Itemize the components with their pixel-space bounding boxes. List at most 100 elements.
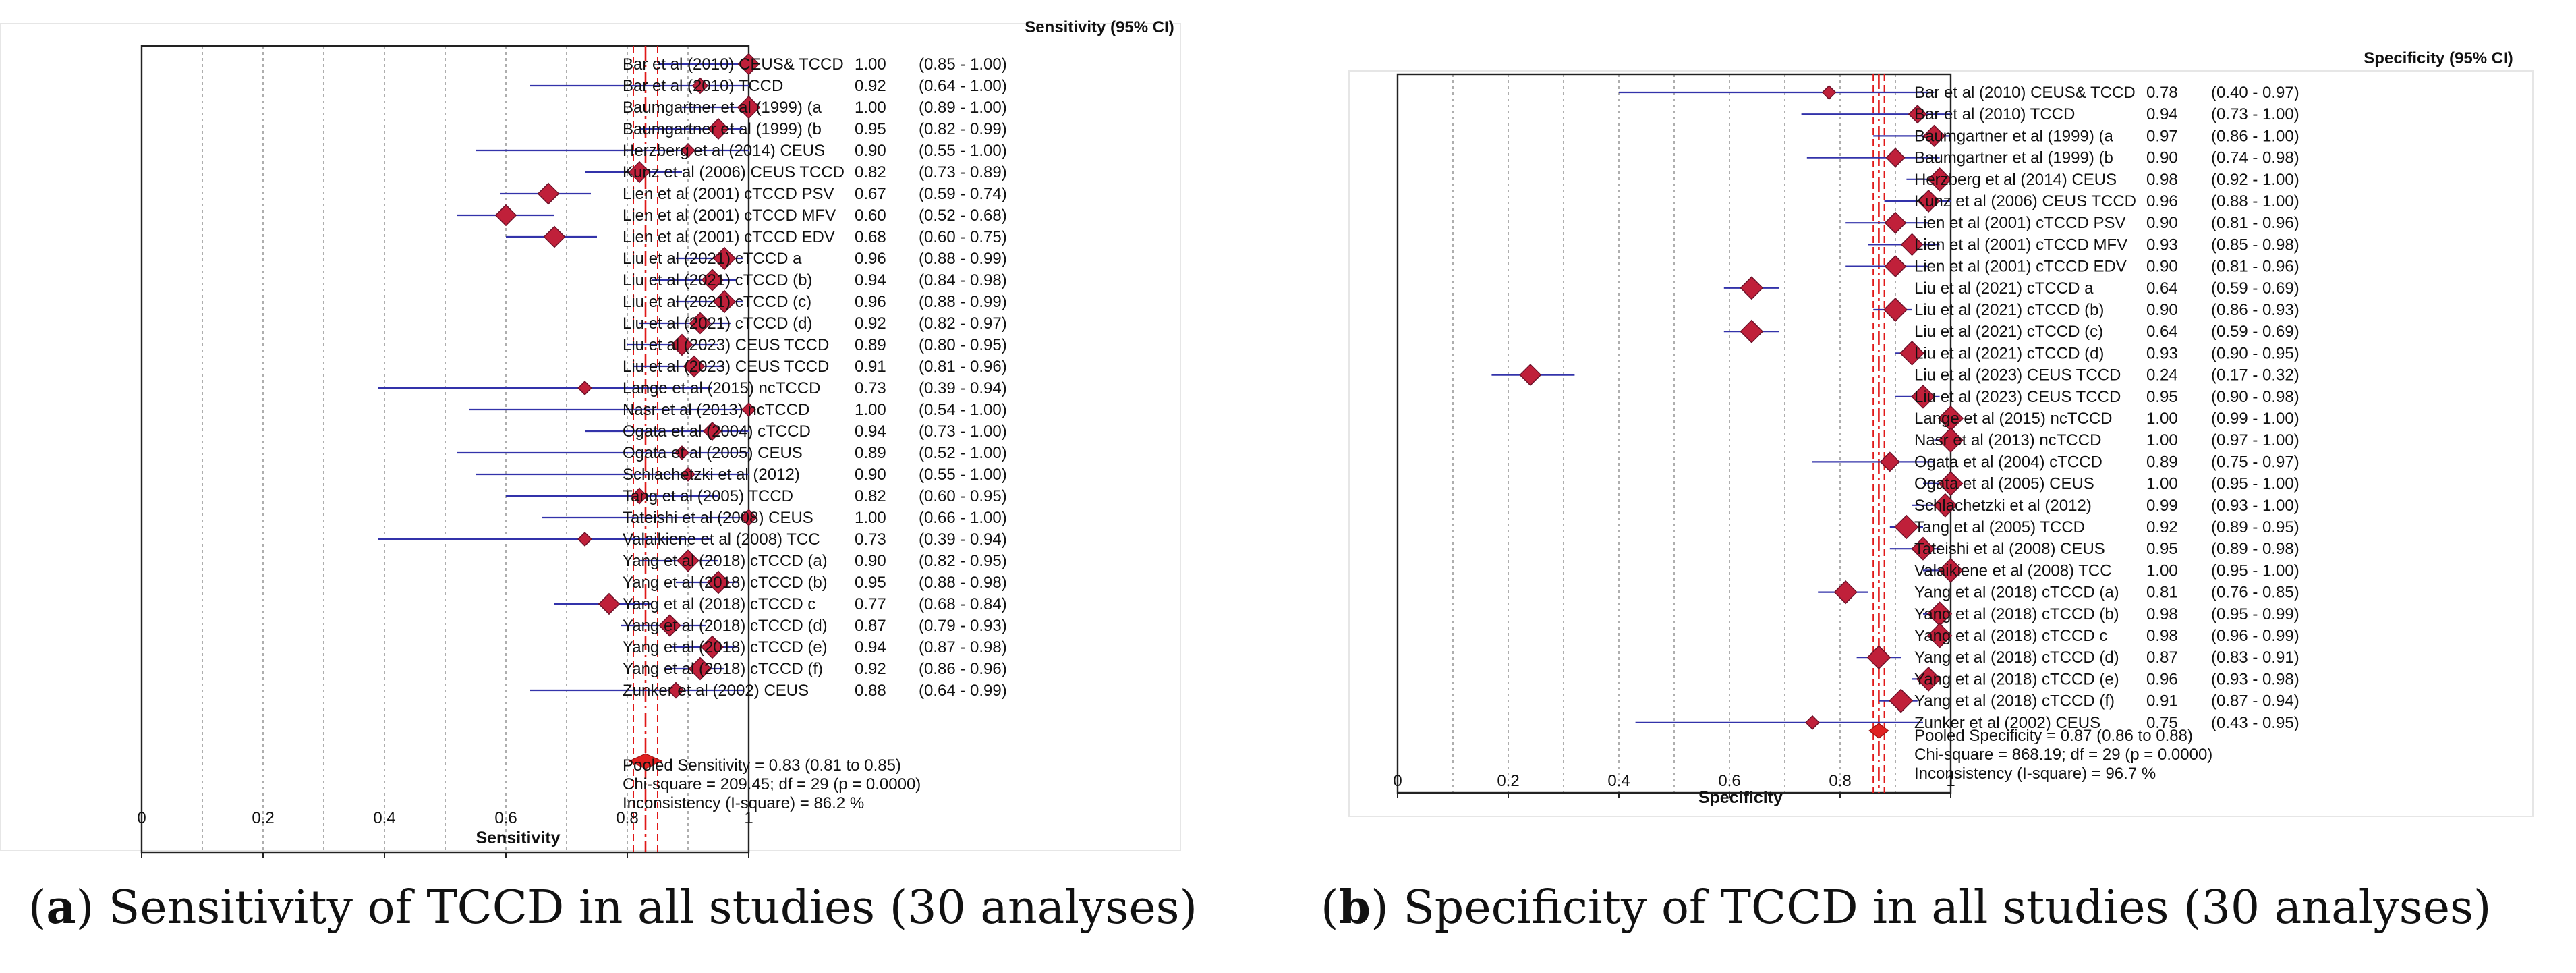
study-ci-text: (0.88 - 0.99) (919, 293, 1007, 311)
study-label: Liu et al (2021) cTCCD (b) (623, 271, 812, 289)
study-ci-text: (0.52 - 0.68) (919, 206, 1007, 225)
pooled-statistic-line: Inconsistency (I-square) = 96.7 % (1914, 764, 2156, 783)
pooled-statistic-line: Pooled Specificity = 0.87 (0.86 to 0.88) (1914, 727, 2193, 745)
study-ci-text: (0.86 - 0.93) (2211, 301, 2299, 319)
study-label: Yang et al (2018) cTCCD (b) (1914, 605, 2119, 623)
study-point-marker (1926, 623, 1953, 648)
study-point-marker (688, 657, 712, 681)
study-point-marker (683, 355, 706, 378)
study-point-marker (1927, 601, 1953, 627)
study-point-marker (1884, 255, 1907, 278)
study-estimate: 0.94 (855, 638, 886, 657)
study-estimate: 0.94 (855, 422, 886, 441)
study-label: Baumgartner et al (1999) (b (623, 120, 822, 138)
study-estimate: 0.96 (2146, 192, 2178, 211)
study-estimate: 0.77 (855, 595, 886, 613)
study-estimate: 0.95 (2146, 388, 2178, 406)
study-ci-text: (0.59 - 0.69) (2211, 323, 2299, 341)
study-estimate: 0.24 (2146, 366, 2178, 385)
study-point-marker (658, 614, 681, 637)
study-point-marker (737, 53, 760, 76)
study-ci-text: (0.60 - 0.95) (919, 487, 1007, 505)
study-point-marker (1821, 85, 1837, 100)
study-ci-text: (0.82 - 0.99) (919, 120, 1007, 138)
study-ci-text: (0.43 - 0.95) (2211, 714, 2299, 732)
study-estimate: 0.93 (2146, 235, 2178, 254)
study-point-marker (1911, 536, 1935, 561)
study-point-marker (1908, 105, 1927, 124)
study-ci-text: (0.52 - 1.00) (919, 444, 1007, 462)
study-point-marker (737, 95, 761, 119)
study-label: Bar et al (2010) TCCD (623, 77, 783, 95)
study-ci-text: (0.80 - 0.95) (919, 336, 1007, 354)
study-estimate: 0.87 (855, 617, 886, 635)
study-ci-text: (0.64 - 0.99) (919, 682, 1007, 700)
study-estimate: 0.94 (855, 271, 886, 289)
panel-frame (0, 23, 1181, 851)
study-ci-text: (0.59 - 0.74) (919, 185, 1007, 203)
caption-paren-open: ( (1321, 881, 1339, 935)
study-label: Schlachetzki et al (2012) (623, 466, 800, 484)
study-estimate: 0.89 (2146, 453, 2178, 471)
study-point-marker (494, 204, 517, 227)
x-tick-label: 1 (744, 809, 753, 827)
x-tick-label: 0.6 (494, 809, 517, 827)
study-ci-text: (0.64 - 1.00) (919, 77, 1007, 95)
study-label: Liu et al (2021) cTCCD (d) (623, 314, 812, 333)
pooled-statistic-line: Inconsistency (I-square) = 86.2 % (623, 794, 864, 812)
study-estimate: 0.96 (855, 250, 886, 268)
study-estimate: 0.89 (855, 336, 886, 354)
study-estimate: 1.00 (855, 509, 886, 527)
study-ci-text: (0.90 - 0.95) (2211, 344, 2299, 362)
study-label: Yang et al (2018) cTCCD (e) (623, 638, 828, 657)
study-estimate: 0.95 (855, 574, 886, 592)
study-ci-text: (0.76 - 0.85) (2211, 584, 2299, 602)
study-label: Yang et al (2018) cTCCD (d) (623, 617, 828, 635)
study-ci-text: (0.73 - 1.00) (2211, 105, 2299, 123)
study-ci-text: (0.73 - 0.89) (919, 163, 1007, 182)
pooled-diamond (628, 753, 663, 769)
study-point-marker (691, 77, 709, 94)
study-ci-text: (0.97 - 1.00) (2211, 431, 2299, 449)
study-label: Valaikiene et al (2008) TCC (1914, 561, 2112, 580)
study-label: Liu et al (2021) cTCCD (d) (1914, 344, 2104, 362)
study-label: Tang et al (2005) TCCD (623, 487, 793, 505)
study-ci-text: (0.84 - 0.98) (919, 271, 1007, 289)
study-estimate: 0.96 (855, 293, 886, 311)
study-label: Lien et al (2001) cTCCD EDV (1914, 258, 2127, 276)
study-estimate: 0.60 (855, 206, 886, 225)
study-label: Lange et al (2015) ncTCCD (1914, 410, 2112, 428)
plot-frame (140, 45, 750, 854)
study-point-marker (667, 682, 685, 699)
study-label: Zunker et al (2002) CEUS (1914, 714, 2100, 732)
study-point-marker (631, 487, 648, 505)
study-point-marker (707, 117, 730, 140)
study-label: Herzberg et al (2014) CEUS (623, 142, 825, 160)
study-ci-text: (0.60 - 0.75) (919, 228, 1007, 246)
study-label: Ogata et al (2005) CEUS (623, 444, 803, 462)
study-estimate: 0.90 (2146, 214, 2178, 232)
pooled-statistic-line: Chi-square = 209.45; df = 29 (p = 0.0000… (623, 775, 921, 794)
study-ci-text: (0.59 - 0.69) (2211, 279, 2299, 298)
study-point-marker (701, 269, 724, 291)
study-ci-text: (0.99 - 1.00) (2211, 410, 2299, 428)
study-point-marker (1519, 364, 1542, 387)
caption-text: Sensitivity of TCCD in all studies (30 a… (94, 881, 1197, 935)
study-estimate: 0.78 (2146, 84, 2178, 102)
study-point-marker (1933, 493, 1957, 518)
figure-caption: (b) Specificity of TCCD in all studies (… (1321, 881, 2491, 935)
caption-text: Specificity of TCCD in all studies (30 a… (1389, 881, 2492, 935)
study-ci-text: (0.93 - 0.98) (2211, 670, 2299, 688)
study-point-marker (1900, 233, 1924, 256)
study-label: Yang et al (2018) cTCCD (a) (623, 552, 828, 570)
study-ci-text: (0.55 - 1.00) (919, 142, 1007, 160)
study-estimate: 0.92 (855, 314, 886, 333)
study-point-marker (689, 312, 712, 335)
study-estimate: 0.67 (855, 185, 886, 203)
x-axis-title: Specificity (1698, 788, 1783, 807)
study-label: Kunz et al (2006) CEUS TCCD (623, 163, 845, 182)
study-estimate: 0.92 (2146, 518, 2178, 536)
study-estimate: 0.94 (2146, 105, 2178, 123)
study-ci-text: (0.81 - 0.96) (2211, 214, 2299, 232)
study-point-marker (598, 592, 621, 615)
